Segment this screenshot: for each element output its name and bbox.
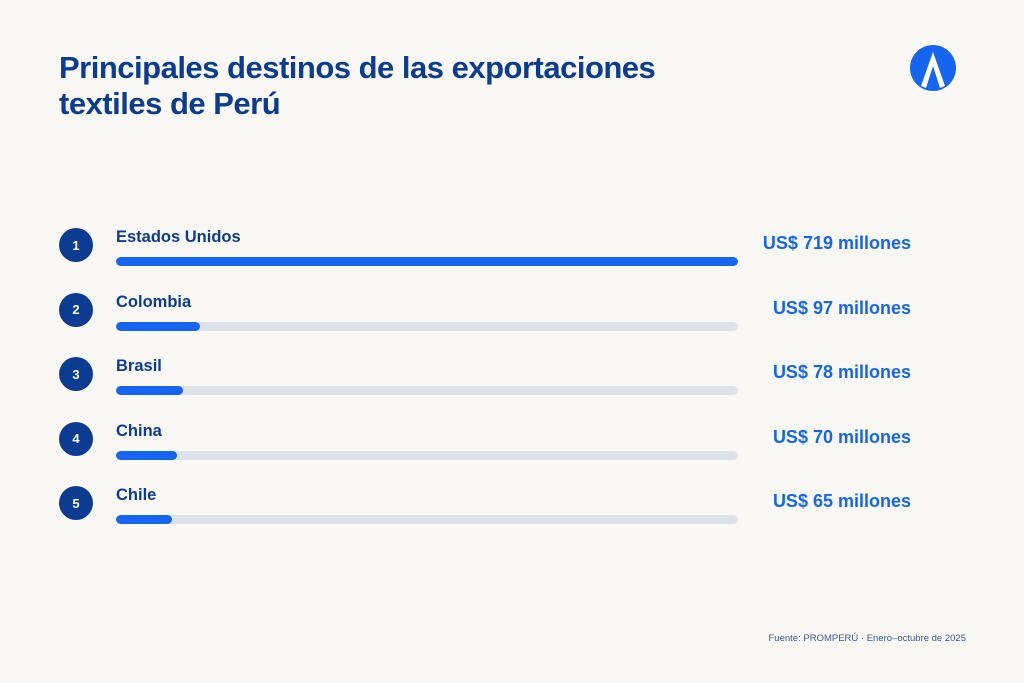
chart-title-line-1: Principales destinos de las exportacione… xyxy=(59,50,656,85)
category-label: Estados Unidos xyxy=(116,228,241,246)
bar xyxy=(116,257,738,266)
bar xyxy=(116,321,200,331)
logo-a-shape xyxy=(921,52,945,88)
source-note: Fuente: PROMPERÚ · Enero–octubre de 2025 xyxy=(768,633,967,644)
bar-row: 1 Estados Unidos US$ 719 millones xyxy=(0,228,1024,288)
rank-badge: 4 xyxy=(59,421,93,456)
value-label: US$ 97 millones xyxy=(772,297,911,318)
category-label: Chile xyxy=(116,486,157,504)
bar-row: 3 Brasil US$ 78 millones xyxy=(0,357,1024,417)
bar xyxy=(116,386,184,395)
bar-track xyxy=(116,515,738,524)
value-label: US$ 70 millones xyxy=(772,426,911,447)
chart-title: Principales destinos de las exportacione… xyxy=(59,50,759,122)
category-label: Colombia xyxy=(116,292,192,311)
rank-badge: 5 xyxy=(59,486,93,520)
bar-track xyxy=(116,321,738,331)
bar-track xyxy=(116,386,738,395)
rank-badge: 2 xyxy=(59,292,93,327)
category-label: China xyxy=(116,421,162,440)
bar-track xyxy=(116,450,738,460)
letter-a-logo-icon xyxy=(910,45,956,91)
rank-badge: 3 xyxy=(59,357,93,391)
rank-badge: 1 xyxy=(59,228,93,262)
bar-row: 4 China US$ 70 millones xyxy=(0,421,1024,482)
chart-title-line-2: textiles de Perú xyxy=(59,86,281,121)
value-label: US$ 65 millones xyxy=(772,491,911,511)
bar-row: 2 Colombia US$ 97 millones xyxy=(0,292,1024,353)
value-label: US$ 78 millones xyxy=(772,362,911,382)
bar xyxy=(116,515,173,524)
bar-row: 5 Chile US$ 65 millones xyxy=(0,486,1024,546)
bar xyxy=(116,450,177,460)
logo-circle xyxy=(910,45,956,91)
bar-track xyxy=(116,257,738,266)
category-label: Brasil xyxy=(116,357,162,375)
value-label: US$ 719 millones xyxy=(762,233,911,253)
